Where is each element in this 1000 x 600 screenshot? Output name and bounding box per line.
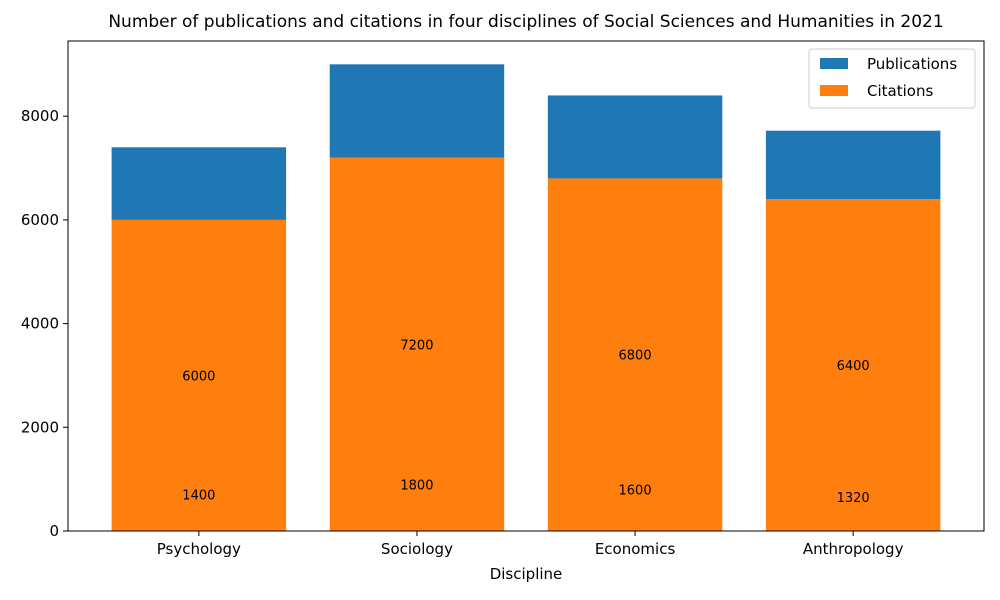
x-axis: Psychology Sociology Economics Anthropology: [157, 531, 904, 558]
bar-publications-sociology: [329, 64, 505, 158]
legend-label-citations: Citations: [867, 82, 933, 100]
y-tick-label: 0: [49, 522, 59, 540]
bar-citations-psychology: [111, 219, 287, 531]
bar-labels-group: 6000 1400 7200 1800 6800 1600 6400 1320: [182, 338, 869, 505]
y-tick-label: 2000: [21, 418, 59, 436]
bar-label-publications-anthropology: 1320: [837, 491, 870, 506]
bar-label-publications-economics: 1600: [619, 484, 652, 499]
x-tick-label-economics: Economics: [595, 540, 676, 558]
y-tick-label: 6000: [21, 211, 59, 229]
x-tick-label-anthropology: Anthropology: [803, 540, 904, 558]
bar-publications-economics: [547, 95, 723, 179]
bar-label-citations-psychology: 6000: [182, 369, 215, 384]
x-axis-label: Discipline: [490, 565, 563, 583]
chart-title: Number of publications and citations in …: [108, 12, 943, 32]
legend: Publications Citations: [808, 48, 976, 109]
bar-citations-sociology: [329, 157, 505, 531]
x-tick-label-sociology: Sociology: [381, 540, 453, 558]
bar-publications-anthropology: [765, 130, 941, 200]
y-tick-label: 8000: [21, 107, 59, 125]
bar-label-publications-psychology: 1400: [182, 489, 215, 504]
bar-publications-psychology: [111, 147, 287, 220]
legend-swatch-citations: [820, 85, 848, 96]
legend-frame: [808, 48, 976, 109]
bar-label-citations-anthropology: 6400: [837, 359, 870, 374]
bar-citations-economics: [547, 178, 723, 531]
y-axis: 0 2000 4000 6000 8000: [21, 107, 68, 540]
bars-group: [111, 64, 941, 532]
bar-label-citations-sociology: 7200: [400, 338, 433, 353]
legend-label-publications: Publications: [867, 55, 957, 73]
plot-frame: [67, 40, 985, 532]
bar-citations-anthropology: [765, 199, 941, 532]
bar-label-citations-economics: 6800: [619, 349, 652, 364]
x-tick-label-psychology: Psychology: [157, 540, 241, 558]
y-tick-label: 4000: [21, 315, 59, 333]
legend-swatch-publications: [820, 58, 848, 69]
bar-label-publications-sociology: 1800: [400, 478, 433, 493]
